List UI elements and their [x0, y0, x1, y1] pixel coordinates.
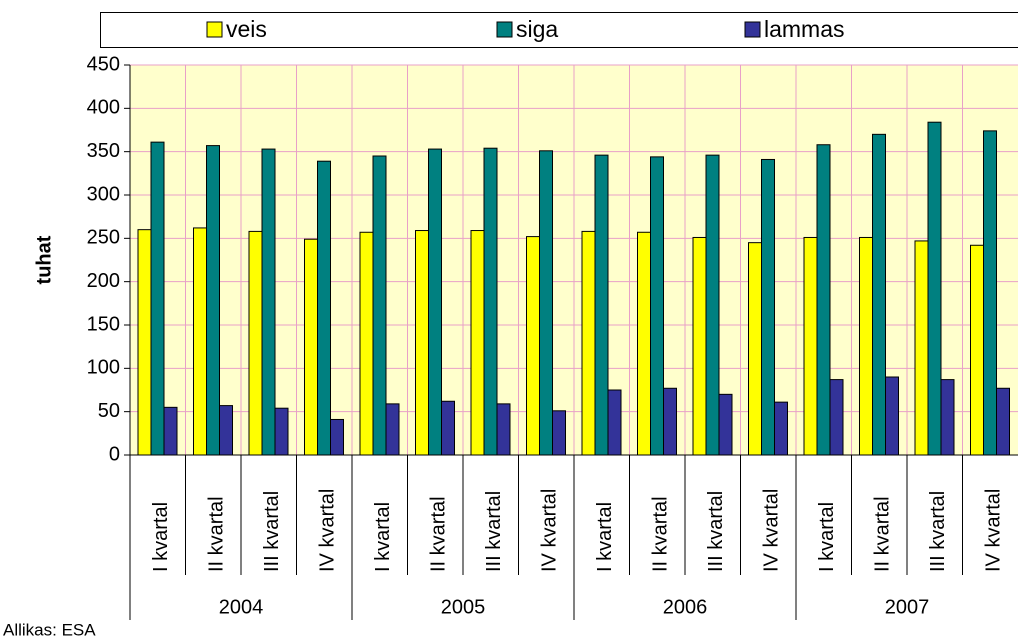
- legend-swatch: [206, 21, 223, 38]
- bar: [441, 400, 455, 456]
- bar: [705, 154, 720, 456]
- bar: [872, 133, 886, 456]
- bar: [816, 144, 831, 456]
- y-tick-label: 400: [87, 97, 120, 119]
- bar: [927, 121, 942, 456]
- legend-box: [100, 12, 1018, 48]
- x-tick-label: I kvartal: [150, 502, 172, 572]
- bar: [359, 231, 374, 456]
- bar: [581, 230, 596, 456]
- bar: [829, 379, 844, 456]
- y-tick-label: 250: [87, 227, 120, 249]
- bar: [692, 236, 707, 456]
- bar: [774, 401, 788, 456]
- bar: [261, 148, 276, 456]
- bar: [137, 229, 152, 456]
- bar: [594, 154, 609, 456]
- bar: [248, 230, 263, 456]
- y-tick-label: 50: [98, 400, 120, 422]
- x-tick-label: III kvartal: [261, 491, 283, 572]
- bar: [496, 403, 511, 456]
- bar: [970, 244, 984, 456]
- bar: [483, 147, 498, 456]
- bar: [803, 236, 818, 456]
- bar: [637, 231, 651, 456]
- bar: [470, 230, 485, 456]
- bar: [206, 145, 220, 456]
- y-tick-label: 200: [87, 270, 120, 292]
- bar: [940, 379, 955, 456]
- bar: [748, 242, 762, 456]
- bar: [650, 156, 664, 456]
- bar: [330, 418, 344, 456]
- bar: [607, 389, 622, 456]
- bar: [526, 236, 540, 456]
- legend-swatch: [744, 21, 761, 38]
- x-group-label: 2004: [219, 596, 264, 618]
- x-tick-label: II kvartal: [206, 496, 228, 572]
- x-tick-label: IV kvartal: [539, 489, 561, 572]
- y-tick-label: 0: [109, 443, 120, 465]
- legend-label: siga: [516, 16, 558, 42]
- bar: [859, 236, 873, 456]
- x-tick-label: IV kvartal: [761, 489, 783, 572]
- bar: [163, 406, 178, 456]
- bar: [885, 376, 899, 456]
- x-group-label: 2007: [885, 596, 930, 618]
- bar: [663, 387, 677, 456]
- x-tick-label: II kvartal: [428, 496, 450, 572]
- bar: [761, 158, 775, 456]
- y-tick-label: 350: [87, 140, 120, 162]
- bar: [552, 410, 566, 456]
- bar: [150, 141, 165, 456]
- x-tick-label: I kvartal: [816, 502, 838, 572]
- y-tick-label: 100: [87, 357, 120, 379]
- y-axis-title: tuhat: [33, 235, 55, 284]
- bar: [718, 393, 733, 456]
- x-tick-label: II kvartal: [872, 496, 894, 572]
- x-tick-label: III kvartal: [705, 491, 727, 572]
- y-tick-label: 150: [87, 313, 120, 335]
- legend-label: lammas: [764, 16, 845, 42]
- bar: [914, 240, 929, 456]
- x-tick-label: III kvartal: [483, 491, 505, 572]
- x-group-label: 2006: [663, 596, 708, 618]
- legend-swatch: [496, 21, 513, 38]
- bar: [983, 130, 997, 456]
- x-tick-label: I kvartal: [594, 502, 616, 572]
- bar: [304, 238, 318, 456]
- y-tick-label: 450: [87, 53, 120, 75]
- bar: [428, 148, 442, 456]
- x-tick-label: II kvartal: [650, 496, 672, 572]
- bar: [274, 407, 289, 456]
- x-group-label: 2005: [441, 596, 486, 618]
- bar: [372, 155, 387, 456]
- bar: [385, 403, 400, 456]
- bar: [219, 405, 233, 456]
- source-note: Allikas: ESA: [3, 620, 96, 639]
- bar: [996, 387, 1010, 456]
- legend-label: veis: [226, 16, 267, 42]
- x-tick-label: I kvartal: [372, 502, 394, 572]
- bar: [193, 227, 207, 456]
- x-tick-label: III kvartal: [927, 491, 949, 572]
- x-tick-label: IV kvartal: [317, 489, 339, 572]
- x-tick-label: IV kvartal: [983, 489, 1005, 572]
- bar: [317, 160, 331, 456]
- bar: [415, 230, 429, 456]
- y-tick-label: 300: [87, 183, 120, 205]
- bar: [539, 150, 553, 456]
